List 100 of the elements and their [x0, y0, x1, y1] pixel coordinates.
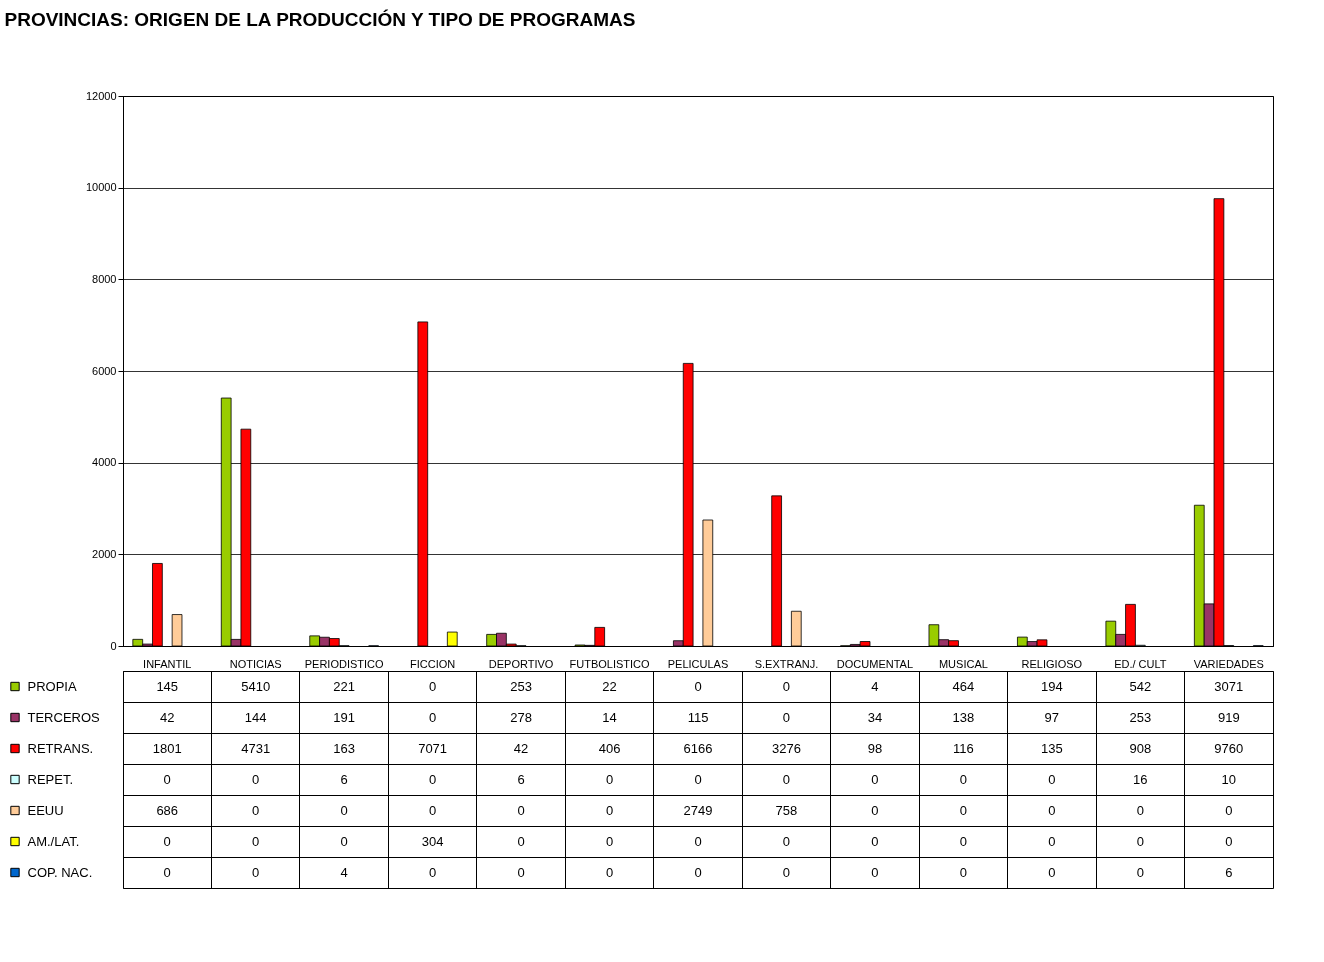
data-label: 34: [867, 709, 883, 725]
data-label: 3071: [1214, 678, 1244, 694]
x-tick-label: RELIGIOSO: [1021, 657, 1083, 670]
data-label: 0: [252, 864, 260, 880]
data-label: 0: [694, 771, 702, 787]
data-label: 0: [782, 771, 791, 787]
data-label: 42: [513, 740, 529, 756]
data-label: 0: [163, 833, 171, 849]
y-tick-label: 8000: [92, 272, 117, 285]
data-label: 0: [959, 864, 967, 880]
bar: [446, 631, 458, 647]
data-label: 98: [867, 740, 883, 756]
data-label: 0: [694, 833, 702, 849]
x-tick-label: MUSICAL: [938, 657, 988, 670]
data-label: 0: [959, 833, 967, 849]
legend-label: EEUU: [27, 802, 64, 818]
data-label: 163: [333, 740, 356, 756]
data-label: 42: [160, 709, 175, 725]
data-label: 135: [1040, 740, 1063, 756]
data-label: 116: [953, 740, 974, 756]
data-label: 0: [1225, 802, 1233, 818]
data-label: 6166: [683, 740, 713, 756]
data-label: 0: [1136, 864, 1144, 880]
data-label: 908: [1129, 740, 1152, 756]
data-label: 0: [782, 709, 791, 725]
data-label: 7071: [418, 740, 448, 756]
y-tick-label: 0: [110, 639, 117, 652]
data-label: 0: [1136, 833, 1144, 849]
data-label: 6: [340, 771, 348, 787]
data-label: 22: [602, 678, 617, 694]
data-label: 0: [252, 833, 260, 849]
data-label: 4: [340, 864, 348, 880]
data-label: 542: [1129, 678, 1152, 694]
data-label: 0: [429, 771, 437, 787]
data-label: 115: [687, 709, 709, 725]
data-label: 686: [156, 802, 179, 818]
data-label: 97: [1044, 709, 1060, 725]
y-tick-label: 12000: [85, 89, 117, 102]
data-label: 9760: [1214, 740, 1244, 756]
data-label: 0: [782, 678, 791, 694]
data-label: 0: [429, 864, 437, 880]
data-label: 0: [517, 833, 525, 849]
x-tick-label: DOCUMENTAL: [836, 657, 914, 670]
x-tick-label: FUTBOLISTICO: [569, 657, 651, 670]
x-tick-label: FICCION: [410, 657, 456, 670]
data-label: 138: [952, 709, 975, 725]
data-label: 4731: [241, 740, 271, 756]
data-label: 0: [429, 709, 437, 725]
data-label: 0: [1136, 802, 1144, 818]
data-label: 0: [429, 678, 437, 694]
data-label: 253: [510, 678, 532, 694]
data-label: 278: [510, 709, 532, 725]
legend-label: COP. NAC.: [27, 864, 93, 880]
data-label: 191: [333, 709, 356, 725]
bar: [171, 614, 183, 647]
data-label: 0: [252, 771, 260, 787]
data-label: 0: [871, 802, 879, 818]
data-label: 0: [163, 771, 171, 787]
data-label: 6: [517, 771, 525, 787]
data-label: 406: [598, 740, 621, 756]
data-label: 145: [156, 678, 179, 694]
data-label: 0: [340, 833, 348, 849]
x-tick-label: PELICULAS: [667, 657, 729, 670]
y-tick-label: 2000: [92, 547, 117, 560]
data-label: 1801: [152, 740, 182, 756]
data-label: 16: [1133, 771, 1148, 787]
data-label: 0: [605, 864, 614, 880]
data-label: 0: [605, 771, 614, 787]
data-label: 0: [517, 802, 525, 818]
data-label: 0: [1225, 833, 1233, 849]
data-label: 2749: [683, 802, 713, 818]
data-label: 0: [1048, 802, 1056, 818]
data-label: 919: [1217, 709, 1240, 725]
legend-label: TERCEROS: [27, 709, 101, 725]
x-tick-label: VARIEDADES: [1193, 657, 1264, 670]
data-label: 10: [1221, 771, 1236, 787]
x-tick-label: ED./ CULT: [1114, 657, 1167, 670]
legend-label: PROPIA: [27, 678, 77, 694]
data-label: 304: [421, 833, 444, 849]
data-label: 0: [959, 771, 967, 787]
y-tick-label: 10000: [85, 181, 117, 194]
data-label: 0: [1048, 833, 1056, 849]
x-tick-label: NOTICIAS: [229, 657, 282, 670]
data-label: 5410: [241, 678, 271, 694]
data-label: 4: [871, 678, 879, 694]
data-label: 144: [244, 709, 267, 725]
data-label: 3276: [772, 740, 801, 756]
chart-title: PROVINCIAS: ORIGEN DE LA PRODUCCIÓN Y TIPO DE PROGRAMAS: [4, 8, 636, 30]
data-label: 0: [340, 802, 348, 818]
data-label: 194: [1040, 678, 1063, 694]
legend-label: AM./LAT.: [27, 833, 80, 849]
data-label: 0: [871, 864, 879, 880]
y-tick-label: 4000: [92, 456, 117, 469]
x-tick-label: DEPORTIVO: [488, 657, 554, 670]
data-label: 253: [1129, 709, 1152, 725]
legend-label: REPET.: [27, 771, 74, 787]
data-label: 0: [1048, 864, 1056, 880]
x-tick-label: INFANTIL: [143, 657, 192, 670]
data-label: 0: [782, 833, 791, 849]
data-label: 0: [694, 864, 702, 880]
